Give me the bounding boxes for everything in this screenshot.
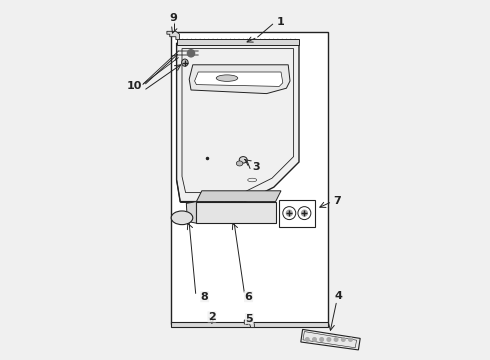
Text: 2: 2 xyxy=(208,312,216,322)
Polygon shape xyxy=(196,202,275,223)
Text: 3: 3 xyxy=(252,162,260,172)
Text: 4: 4 xyxy=(335,291,343,301)
Circle shape xyxy=(187,50,195,57)
Circle shape xyxy=(313,338,316,341)
Circle shape xyxy=(305,338,309,341)
Bar xyxy=(279,200,315,227)
Circle shape xyxy=(349,338,352,341)
Bar xyxy=(171,32,328,324)
Polygon shape xyxy=(176,43,299,202)
Text: 10: 10 xyxy=(127,81,142,91)
Ellipse shape xyxy=(182,59,188,66)
Circle shape xyxy=(320,338,323,341)
Polygon shape xyxy=(196,191,281,202)
Ellipse shape xyxy=(171,211,193,225)
Ellipse shape xyxy=(236,161,243,166)
Text: 5: 5 xyxy=(245,314,253,324)
Circle shape xyxy=(327,338,331,341)
Text: 6: 6 xyxy=(245,292,252,302)
Text: 8: 8 xyxy=(201,292,209,302)
Polygon shape xyxy=(245,320,254,328)
Polygon shape xyxy=(195,72,283,86)
Polygon shape xyxy=(186,202,196,223)
Circle shape xyxy=(301,210,307,216)
Circle shape xyxy=(342,338,345,341)
Ellipse shape xyxy=(216,75,238,81)
Polygon shape xyxy=(301,329,360,350)
Polygon shape xyxy=(167,31,179,40)
Circle shape xyxy=(334,338,338,341)
Ellipse shape xyxy=(239,157,247,163)
Bar xyxy=(176,39,299,45)
Text: 1: 1 xyxy=(277,17,285,27)
Circle shape xyxy=(286,210,292,216)
Polygon shape xyxy=(171,322,328,327)
Text: 9: 9 xyxy=(170,13,178,23)
Polygon shape xyxy=(189,65,290,94)
Text: 7: 7 xyxy=(333,196,341,206)
